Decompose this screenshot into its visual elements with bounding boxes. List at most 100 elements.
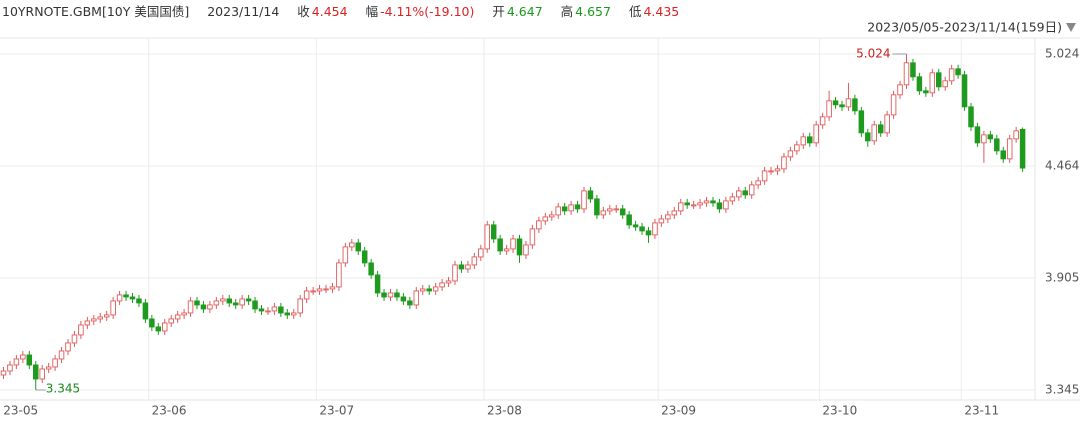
candle-body: [549, 214, 555, 218]
candle-body: [1013, 130, 1019, 140]
candle-body: [58, 350, 65, 360]
candle-body: [645, 230, 652, 236]
open: 4.647: [506, 4, 543, 19]
candle-body: [20, 354, 26, 360]
candle-body: [271, 306, 278, 312]
candle-body: [839, 104, 845, 108]
candle-body: [45, 366, 52, 370]
candle-body: [626, 214, 632, 226]
candle-body: [781, 156, 787, 170]
candle-body: [948, 68, 955, 82]
candle-body: [600, 210, 607, 216]
label: 幅: [365, 4, 379, 19]
candle-body: [710, 200, 716, 204]
candle-body: [316, 288, 323, 292]
candle-body: [826, 100, 832, 118]
candle-body: [174, 314, 181, 320]
candle-body: [400, 296, 407, 302]
candle-body: [116, 294, 123, 302]
candle-body: [458, 264, 465, 270]
dropdown-icon[interactable]: [1066, 23, 1076, 32]
candle-body: [613, 208, 620, 211]
candle-body: [478, 248, 484, 258]
header: 10YRNOTE.GBM[10Y 美国国债] 2023/11/14 收 4.454…: [2, 1, 681, 20]
candle-body: [587, 190, 594, 200]
candle-body: [329, 286, 336, 290]
candle-body: [39, 368, 45, 380]
candle-body: [439, 282, 445, 288]
candle-body: [877, 124, 884, 134]
candle-body: [729, 196, 736, 202]
candle-body: [245, 298, 252, 302]
candle-body: [374, 274, 381, 294]
y-tick-label: 4.464: [1045, 159, 1079, 173]
candle-body: [181, 312, 187, 316]
candle-body: [349, 242, 355, 248]
x-tick-label: 23-10: [822, 404, 857, 418]
candle-body: [516, 238, 523, 256]
candle-body: [561, 206, 568, 212]
candle-body: [819, 116, 826, 126]
candle-body: [278, 306, 284, 314]
candle-body: [897, 84, 903, 96]
candle-body: [465, 264, 471, 270]
candle-body: [394, 292, 400, 298]
candle-body: [845, 98, 852, 108]
candle-body: [503, 248, 510, 252]
candle-body: [607, 208, 613, 212]
candle-body: [129, 296, 136, 300]
candle-body: [252, 300, 258, 310]
date-range[interactable]: 2023/05/05-2023/11/14(159日): [867, 20, 1062, 35]
candle-body: [78, 324, 84, 336]
candle-body: [258, 308, 265, 312]
x-tick-label: 23-09: [661, 404, 696, 418]
candle-body: [697, 202, 703, 206]
candle-body: [942, 80, 948, 88]
high: 4.657: [575, 4, 611, 19]
candle-body: [484, 224, 491, 250]
candle-body: [555, 206, 561, 216]
candle-body: [665, 214, 671, 220]
candle-body: [52, 358, 58, 368]
candle-body: [768, 170, 774, 173]
candle-body: [832, 100, 839, 106]
candle-body: [678, 202, 684, 212]
candle-body: [994, 138, 1000, 152]
candle-body: [413, 290, 420, 306]
candle-body: [155, 326, 162, 332]
candle-body: [574, 204, 581, 210]
candle-body: [355, 242, 362, 252]
candle-body: [716, 202, 723, 210]
candle-body: [361, 250, 368, 264]
candle-body: [536, 220, 542, 230]
max-annotation: 5.024: [856, 47, 890, 61]
candle-body: [936, 72, 942, 88]
x-tick-label: 23-06: [152, 404, 187, 418]
candle-body: [471, 256, 478, 266]
candle-body: [961, 74, 968, 108]
candle-body: [774, 168, 781, 172]
candle-body: [381, 292, 387, 298]
candle-body: [297, 298, 303, 314]
candle-body: [84, 320, 91, 326]
candle-body: [407, 300, 413, 306]
candle-body: [1006, 138, 1013, 160]
candle-body: [149, 318, 155, 328]
candle-body: [658, 218, 665, 224]
low: 4.435: [643, 4, 680, 19]
x-tick-label: 23-05: [3, 404, 38, 418]
candle-body: [33, 364, 39, 380]
candle-body: [523, 244, 529, 256]
candle-body: [761, 170, 768, 182]
candle-body: [542, 216, 549, 222]
candle-body: [26, 354, 33, 366]
change: -4.11%(-19.10): [380, 4, 475, 19]
candle-body: [974, 126, 981, 144]
label: 收: [297, 4, 310, 19]
candle-body: [336, 262, 342, 288]
y-tick-label: 5.024: [1045, 47, 1079, 61]
candle-body: [452, 264, 458, 282]
candle-body: [420, 288, 426, 292]
